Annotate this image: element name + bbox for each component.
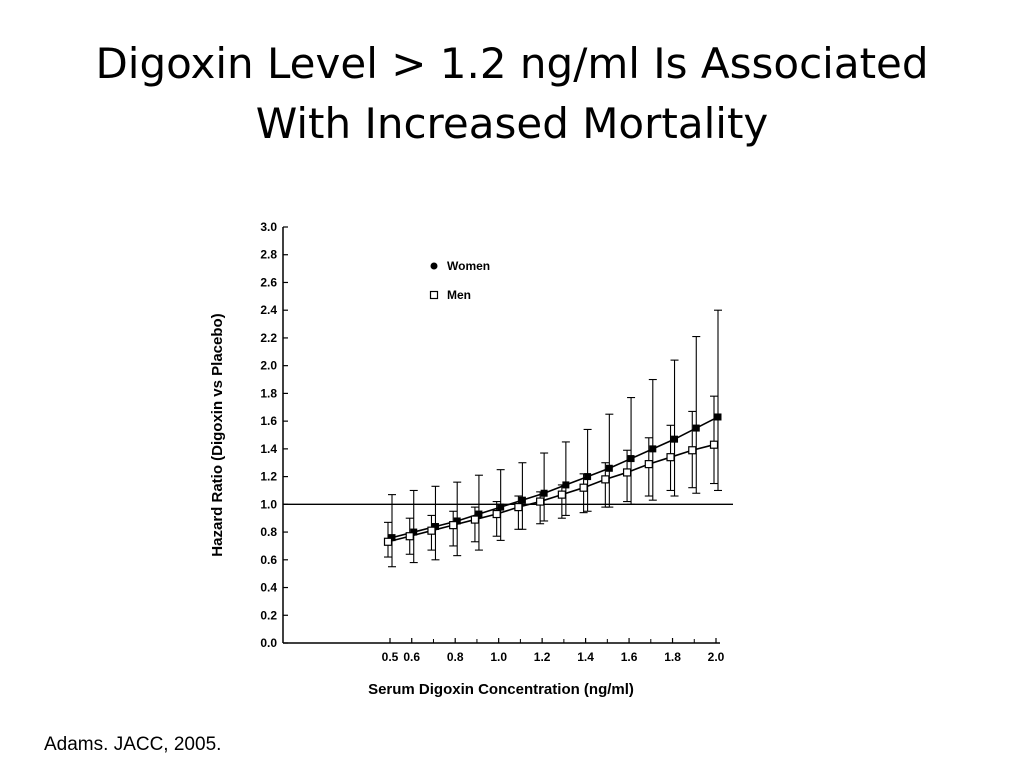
- women-point-7: [540, 489, 548, 497]
- y-tick-label-6: 1.2: [260, 470, 277, 484]
- men-point-9: [579, 483, 588, 492]
- men-point-7: [536, 497, 545, 506]
- y-tick-label-4: 0.8: [260, 525, 277, 539]
- citation: Adams. JACC, 2005.: [44, 734, 222, 755]
- men-point-10: [601, 475, 610, 484]
- women-point-14: [692, 424, 700, 432]
- x-tick-label-3: 1.0: [490, 650, 507, 664]
- x-tick-label-5: 1.4: [577, 650, 594, 664]
- men-point-11: [622, 468, 632, 477]
- y-axis-title: Hazard Ratio (Digoxin vs Placebo): [209, 313, 226, 556]
- men-point-1: [405, 532, 414, 541]
- women-point-15: [714, 413, 722, 421]
- y-tick-label-3: 0.6: [260, 553, 277, 567]
- y-tick-label-13: 2.6: [260, 275, 277, 289]
- y-tick-label-2: 0.4: [260, 581, 277, 595]
- men-point-14: [688, 446, 697, 455]
- women-point-5: [497, 503, 505, 511]
- men-point-3: [449, 521, 458, 530]
- women-point-6: [518, 496, 526, 504]
- women-point-13: [671, 435, 679, 443]
- y-tick-label-15: 3.0: [260, 220, 277, 234]
- legend-marker-men: [429, 290, 439, 300]
- y-tick-label-5: 1.0: [260, 497, 277, 511]
- men-point-15: [709, 440, 719, 449]
- women-point-0: [388, 534, 396, 542]
- legend-label-women: Women: [447, 259, 490, 273]
- women-point-3: [453, 517, 461, 525]
- y-tick-label-7: 1.4: [260, 442, 277, 456]
- men-point-6: [514, 503, 523, 512]
- men-point-12: [644, 460, 653, 469]
- y-tick-label-1: 0.2: [260, 608, 277, 622]
- y-tick-label-0: 0.0: [260, 636, 277, 650]
- legend-label-men: Men: [447, 288, 471, 302]
- slide-title-line-2: With Increased Mortality: [255, 99, 769, 148]
- men-series-line: [387, 443, 715, 543]
- x-tick-label-6: 1.6: [621, 650, 638, 664]
- men-point-8: [557, 490, 566, 499]
- women-series-line: [391, 416, 719, 539]
- men-point-4: [470, 515, 480, 524]
- men-point-13: [666, 453, 675, 462]
- women-point-1: [410, 528, 418, 536]
- x-tick-label-1: 0.6: [403, 650, 420, 664]
- x-axis-title: Serum Digoxin Concentration (ng/ml): [368, 681, 634, 698]
- x-tick-label-2: 0.8: [447, 650, 464, 664]
- x-tick-label-7: 1.8: [664, 650, 681, 664]
- x-tick-label-0: 0.5: [382, 650, 399, 664]
- slide-title: Digoxin Level > 1.2 ng/ml Is Associated …: [0, 34, 1024, 154]
- y-tick-label-14: 2.8: [260, 248, 277, 262]
- women-point-4: [475, 510, 483, 518]
- men-point-5: [492, 509, 501, 519]
- slide-title-line-1: Digoxin Level > 1.2 ng/ml Is Associated: [95, 39, 929, 88]
- y-tick-label-10: 2.0: [260, 359, 277, 373]
- men-point-0: [383, 537, 393, 546]
- x-tick-label-8: 2.0: [708, 650, 725, 664]
- x-tick-label-4: 1.2: [534, 650, 551, 664]
- y-tick-label-11: 2.2: [260, 331, 277, 345]
- women-point-10: [605, 464, 613, 472]
- y-tick-label-12: 2.4: [260, 303, 277, 317]
- women-point-12: [649, 445, 657, 453]
- legend-marker-women: [430, 262, 438, 270]
- y-tick-label-9: 1.8: [260, 386, 277, 400]
- men-point-2: [427, 526, 436, 535]
- women-point-2: [431, 523, 439, 531]
- women-point-9: [584, 473, 592, 481]
- y-tick-label-8: 1.6: [260, 414, 277, 428]
- women-point-11: [627, 455, 635, 463]
